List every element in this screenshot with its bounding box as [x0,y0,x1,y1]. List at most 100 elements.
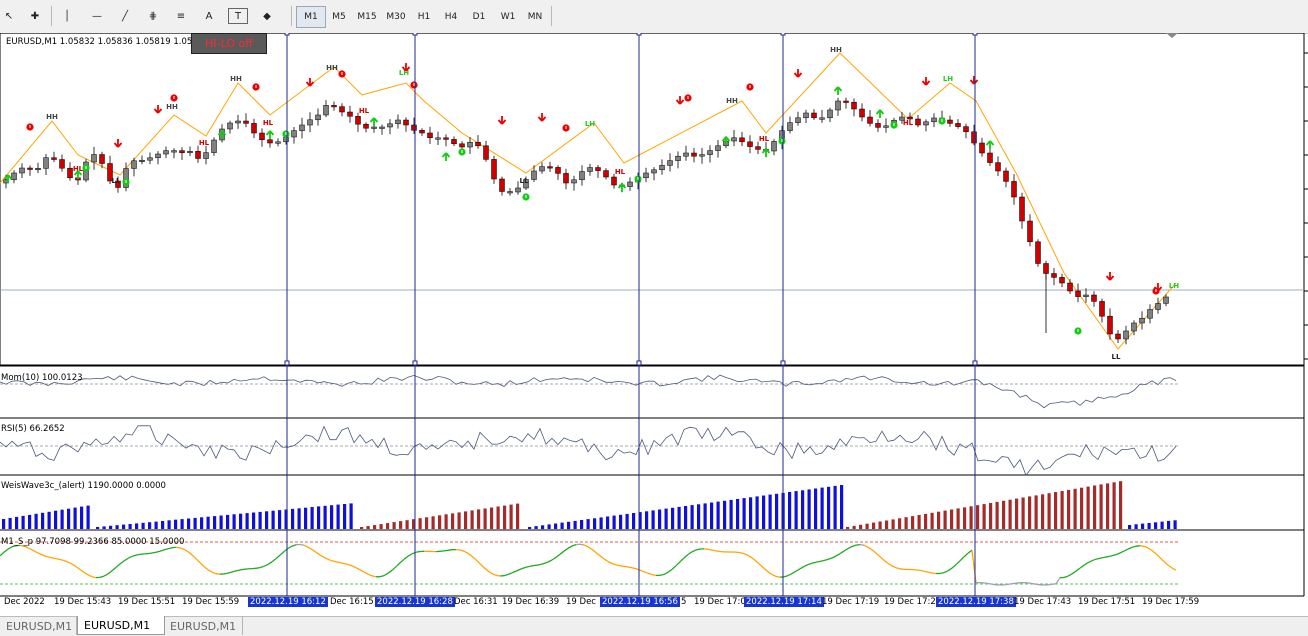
candle-body [44,158,49,169]
vertical-lines[interactable] [285,33,977,596]
stochastic-segment [892,566,896,568]
stochastic-segment [1160,558,1164,562]
stochastic-segment [944,571,948,573]
candle-body [476,142,481,146]
candle-body [1084,295,1089,297]
swing-label: HH [326,64,338,72]
weiswave-bar [373,525,376,529]
weiswave-bar [658,510,661,530]
weiswave-bar [710,503,713,530]
stochastic-segment [680,558,684,562]
weiswave-bar [1106,483,1109,529]
stochastic-segment [184,549,188,551]
vertical-line-handle [637,33,641,35]
stochastic-segment [392,567,396,571]
candle-body [228,123,233,129]
candle-body [260,133,265,140]
timeframe-m5[interactable]: M5 [324,6,354,28]
crosshair-icon[interactable]: ✚ [26,6,44,26]
sell-arrow-icon [155,105,162,113]
shift-marker-icon [1166,33,1178,38]
timeframe-m1[interactable]: M1 [296,6,326,28]
swing-label: LH [943,75,953,83]
rsi-panel-label: RSI(5) 66.2652 [1,424,65,434]
cursor-icon[interactable]: ↖ [2,6,16,26]
stochastic-segment [752,558,756,561]
stochastic-segment [372,576,376,577]
weiswave-bar [762,496,765,530]
stochastic-segment [1048,584,1052,585]
text-icon[interactable]: A [200,6,218,26]
candle-body [540,167,545,171]
candle-body [532,171,537,180]
stochastic-segment [52,558,56,559]
timeframe-mn[interactable]: MN [520,6,550,28]
timeframe-h4[interactable]: H4 [436,6,466,28]
weiswave-bar [458,512,461,529]
swing-label: HL [759,135,770,143]
candle-body [276,142,281,144]
hilo-toggle-button[interactable]: HI-LO off [191,33,267,54]
weiswave-bar [386,523,389,529]
trendline-icon[interactable]: ╱ [116,6,134,26]
candle-body [20,168,25,173]
text-label-icon[interactable]: T [228,8,248,24]
weiswave-bar [1080,488,1083,529]
stochastic-segment [192,555,196,559]
weiswave-panel-label: WeisWave3c_(alert) 1190.0000 0.0000 [1,481,166,491]
chart-tab[interactable]: EURUSD,M1 [0,617,77,635]
stochastic-segment [864,545,868,547]
timeframe-h1[interactable]: H1 [409,6,439,28]
toolbar-separator [291,6,292,26]
shapes-dropdown-icon[interactable]: ◆ [256,6,278,26]
timeframe-d1[interactable]: D1 [464,6,494,28]
weiswave-bar [756,496,759,529]
stochastic-segment [236,570,240,571]
stochastic-segment [124,558,128,561]
swing-label: HL [263,119,274,127]
stochastic-segment [816,561,820,562]
stochastic-segment [600,556,604,559]
stochastic-segment [368,574,372,576]
weiswave-bar [989,503,992,529]
stochastic-segment [608,562,612,564]
horizontal-line-icon[interactable]: — [88,6,106,26]
equidistant-channel-icon[interactable]: ⋕ [144,6,162,26]
chart-tab[interactable]: EURUSD,M1 [164,617,243,635]
stochastic-segment [148,553,152,554]
stochastic-segment [792,571,796,573]
stochastic-segment [76,567,80,570]
vertical-line-handle [413,33,417,35]
stochastic-segment [292,545,296,546]
stochastic-segment [788,574,792,576]
candle-body [316,115,321,120]
weiswave-bar [41,513,44,529]
stochastic-segment [188,552,192,555]
stochastic-segment [464,551,468,553]
stochastic-segment [1084,563,1088,566]
candle-body [396,120,401,124]
stochastic-segment [896,568,900,569]
stochastic-segment [384,573,388,575]
weiswave-bar [484,509,487,530]
candle-body [148,158,153,160]
timeframe-w1[interactable]: W1 [493,6,523,28]
stochastic-segment [988,584,992,585]
timeframe-m30[interactable]: M30 [381,6,411,28]
weiswave-bar [503,506,506,529]
fibonacci-icon[interactable]: ≡ [172,6,190,26]
stochastic-segment [352,566,356,568]
stochastic-segment [1056,578,1060,584]
vertical-line-icon[interactable]: │ [60,6,74,26]
candle-body [660,165,665,169]
timeframe-m15[interactable]: M15 [352,6,382,28]
stochastic-segment [1136,546,1140,547]
candle-body [652,170,657,173]
stochastic-segment [460,550,464,551]
weiswave-bar [704,503,707,529]
chart-tab-active[interactable]: EURUSD,M1 [77,616,165,635]
weiswave-bar [259,512,262,529]
stochastic-segment [1096,558,1100,559]
stochastic-segment [1100,557,1104,558]
